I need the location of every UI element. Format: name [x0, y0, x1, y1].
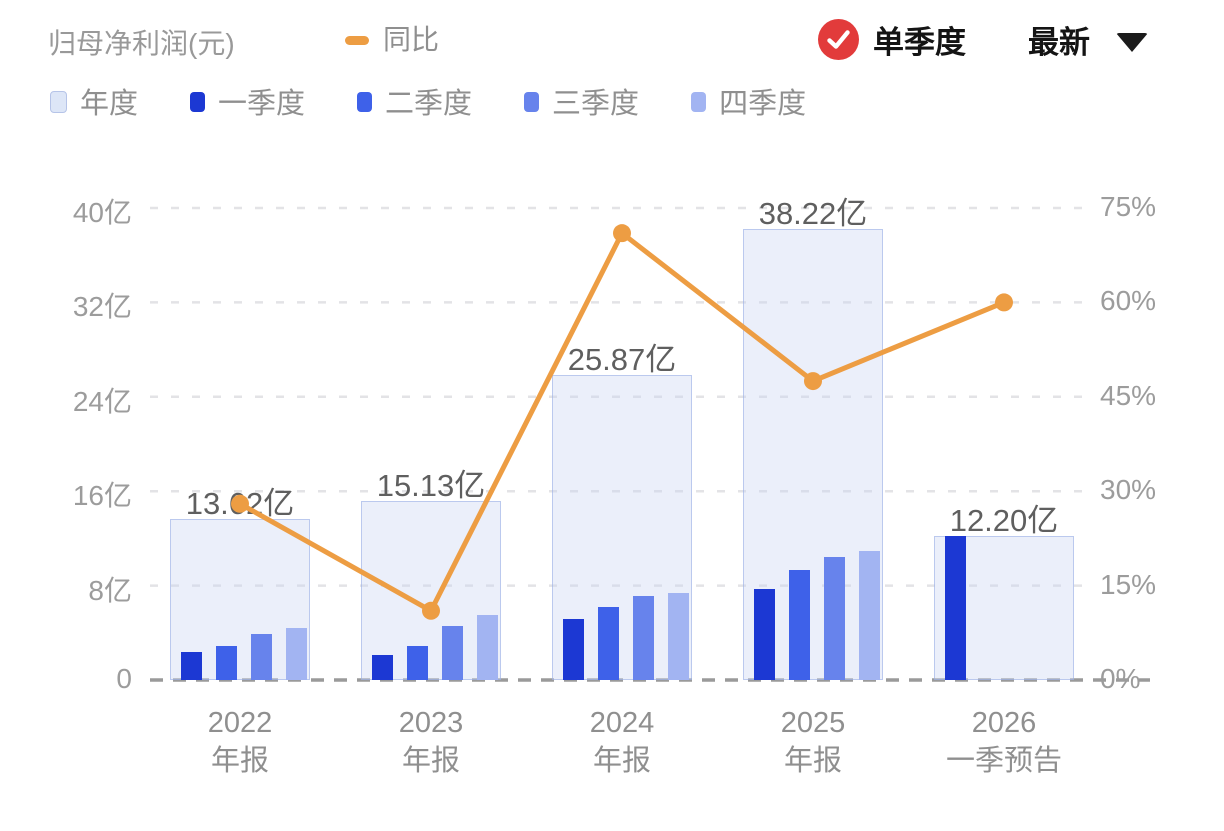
quarter-bar-q2: [216, 645, 237, 680]
quarter-bar-q1: [754, 589, 775, 680]
quarter-bar-q2: [407, 645, 428, 680]
legend-item-q3[interactable]: 三季度: [524, 80, 639, 122]
legend-swatch-icon: [50, 91, 67, 113]
legend-swatch-icon: [357, 92, 373, 112]
bar-value-label: 38.22亿: [758, 196, 868, 231]
checkmark-icon: [818, 19, 859, 60]
y-axis-tick-right: 75%: [1100, 191, 1157, 222]
quarter-bar-q3: [633, 596, 654, 680]
quarter-bar-q4: [668, 592, 689, 680]
y-axis-tick-right: 15%: [1100, 568, 1157, 600]
bar-value-label: 15.13亿: [376, 468, 486, 504]
bar-value-label: 13.62亿: [185, 486, 295, 522]
y-axis-tick-left: 0: [116, 663, 132, 694]
y-axis-tick-left: 8亿: [88, 574, 132, 606]
latest-label: 最新: [1028, 25, 1090, 60]
legend-swatch-icon: [691, 92, 707, 112]
quarter-bar-q3: [442, 625, 463, 680]
quarter-bar-q1: [181, 651, 202, 680]
y-axis-tick-left: 16亿: [72, 480, 132, 512]
chart-title: 归母净利润(元): [48, 28, 235, 59]
y-axis-tick-right: 30%: [1100, 474, 1157, 506]
legend-swatch-icon: [190, 92, 206, 112]
quarter-bar-q3: [251, 633, 272, 680]
legend-item-q4[interactable]: 四季度: [691, 80, 806, 122]
legend-swatch-icon: [524, 92, 540, 112]
yoy-point: [995, 293, 1013, 312]
quarter-bar-q3: [824, 557, 845, 680]
quarter-bar-q2: [789, 570, 810, 680]
y-axis-tick-left: 40亿: [72, 197, 132, 228]
legend-item-q2[interactable]: 二季度: [357, 80, 472, 122]
legend-item-q1[interactable]: 一季度: [190, 80, 305, 122]
legend-label: 二季度: [385, 88, 473, 120]
yoy-point: [613, 224, 631, 243]
quarter-bar-q1: [372, 655, 393, 680]
legend-item-annual[interactable]: 年度: [50, 80, 138, 122]
single-quarter-label: 单季度: [873, 25, 966, 60]
x-axis-label: 2026 一季预告: [945, 707, 1062, 777]
quarter-bar-q1: [563, 618, 584, 680]
bar-value-label: 25.87亿: [567, 341, 677, 377]
x-axis-label: 2022 年报: [207, 707, 273, 777]
legend-label-yoy: 同比: [383, 24, 440, 55]
single-quarter-toggle[interactable]: 单季度: [818, 17, 966, 62]
y-axis-tick-right: 0%: [1100, 663, 1141, 694]
legend-item-yoy[interactable]: 同比: [345, 18, 439, 58]
quarter-bar-q1: [945, 536, 966, 680]
latest-dropdown[interactable]: 最新: [1028, 17, 1148, 62]
legend-label: 四季度: [719, 88, 807, 120]
yoy-line-swatch-icon: [345, 35, 369, 45]
bar-value-label: 12.20亿: [949, 503, 1059, 539]
legend-label: 三季度: [552, 88, 640, 120]
quarter-bar-q2: [598, 606, 619, 680]
y-axis-tick-right: 45%: [1100, 379, 1157, 411]
y-axis-tick-left: 32亿: [72, 291, 132, 323]
y-axis-tick-right: 60%: [1100, 285, 1157, 317]
chevron-down-icon: [1116, 33, 1148, 52]
legend-label: 年度: [80, 88, 139, 120]
quarter-bar-q4: [286, 628, 307, 680]
x-axis-label: 2023 年报: [398, 707, 464, 777]
legend-label: 一季度: [218, 88, 306, 120]
quarter-bar-q4: [859, 551, 880, 680]
bar-series-legend: 年度 一季度 二季度 三季度 四季度: [50, 80, 858, 122]
quarter-bar-q4: [477, 615, 498, 680]
y-axis-tick-left: 24亿: [72, 385, 132, 417]
x-axis-label: 2024 年报: [589, 707, 655, 777]
x-axis-label: 2025 年报: [780, 707, 846, 777]
